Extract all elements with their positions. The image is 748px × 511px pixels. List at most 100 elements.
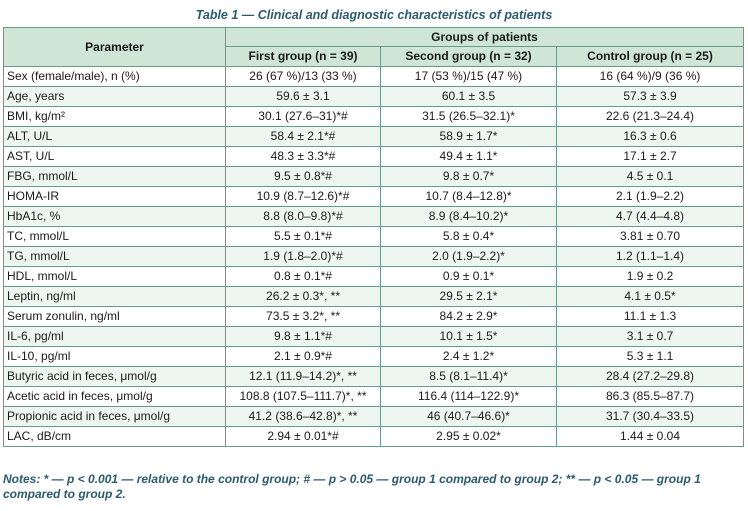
second-group-value: 49.4 ± 1.1* bbox=[380, 146, 557, 167]
table-row: Acetic acid in feces, μmol/g 108.8 (107.5… bbox=[3, 386, 745, 407]
second-group-value: 8.9 (8.4–10.2)* bbox=[380, 206, 557, 227]
first-group-value: 5.5 ± 0.1*# bbox=[225, 226, 381, 247]
header-first-group: First group (n = 39) bbox=[225, 46, 381, 67]
first-group-value: 9.8 ± 1.1*# bbox=[225, 326, 381, 347]
row-parameter: HDL, mmol/L bbox=[3, 266, 226, 287]
control-group-value: 5.3 ± 1.1 bbox=[555, 346, 745, 367]
first-group-value: 12.1 (11.9–14.2)*, ** bbox=[225, 366, 381, 387]
table-row: Leptin, ng/ml 26.2 ± 0.3*, ** 29.5 ± 2.1* 4… bbox=[3, 286, 745, 307]
control-group-value: 1.44 ± 0.04 bbox=[555, 426, 745, 447]
row-parameter: Leptin, ng/ml bbox=[3, 286, 226, 307]
second-group-value: 17 (53 %)/15 (47 %) bbox=[380, 66, 557, 87]
first-group-value: 26.2 ± 0.3*, ** bbox=[225, 286, 381, 307]
row-parameter: HbA1c, % bbox=[3, 206, 226, 227]
row-parameter: TG, mmol/L bbox=[3, 246, 226, 267]
control-group-value: 2.1 (1.9–2.2) bbox=[555, 186, 745, 207]
row-parameter: Serum zonulin, ng/ml bbox=[3, 306, 226, 327]
table-row: ALT, U/L 58.4 ± 2.1*# 58.9 ± 1.7* 16.3 ± 0.… bbox=[3, 126, 745, 147]
characteristics-table: Parameter Groups of patients First group… bbox=[3, 27, 745, 447]
table-row: LAC, dB/cm 2.94 ± 0.01*# 2.95 ± 0.02* 1.44 … bbox=[3, 426, 745, 447]
second-group-value: 60.1 ± 3.5 bbox=[380, 86, 557, 107]
second-group-value: 2.95 ± 0.02* bbox=[380, 426, 557, 447]
row-parameter: ALT, U/L bbox=[3, 126, 226, 147]
second-group-value: 10.1 ± 1.5* bbox=[380, 326, 557, 347]
first-group-value: 58.4 ± 2.1*# bbox=[225, 126, 381, 147]
table-row: Butyric acid in feces, μmol/g 12.1 (11.9–… bbox=[3, 366, 745, 387]
second-group-value: 46 (40.7–46.6)* bbox=[380, 406, 557, 427]
table-caption: Table 1 — Clinical and diagnostic charac… bbox=[195, 8, 553, 22]
second-group-value: 8.5 (8.1–11.4)* bbox=[380, 366, 557, 387]
second-group-value: 9.8 ± 0.7* bbox=[380, 166, 557, 187]
control-group-value: 31.7 (30.4–33.5) bbox=[555, 406, 745, 427]
table-row: Serum zonulin, ng/ml 73.5 ± 3.2*, ** 84.2 … bbox=[3, 306, 745, 327]
row-parameter: Age, years bbox=[3, 86, 226, 107]
control-group-value: 4.7 (4.4–4.8) bbox=[555, 206, 745, 227]
row-parameter: TC, mmol/L bbox=[3, 226, 226, 247]
first-group-value: 73.5 ± 3.2*, ** bbox=[225, 306, 381, 327]
table-row: TC, mmol/L 5.5 ± 0.1*# 5.8 ± 0.4* 3.81 ± 0.… bbox=[3, 226, 745, 247]
control-group-value: 86.3 (85.5–87.7) bbox=[555, 386, 745, 407]
control-group-value: 57.3 ± 3.9 bbox=[555, 86, 745, 107]
second-group-value: 84.2 ± 2.9* bbox=[380, 306, 557, 327]
second-group-value: 116.4 (114–122.9)* bbox=[380, 386, 557, 407]
first-group-value: 41.2 (38.6–42.8)*, ** bbox=[225, 406, 381, 427]
second-group-value: 10.7 (8.4–12.8)* bbox=[380, 186, 557, 207]
table-row: Propionic acid in feces, μmol/g 41.2 (38.… bbox=[3, 406, 745, 427]
row-parameter: Butyric acid in feces, μmol/g bbox=[3, 366, 226, 387]
control-group-value: 11.1 ± 1.3 bbox=[555, 306, 745, 327]
row-parameter: Sex (female/male), n (%) bbox=[3, 66, 226, 87]
row-parameter: AST, U/L bbox=[3, 146, 226, 167]
table-row: HbA1c, % 8.8 (8.0–9.8)*# 8.9 (8.4–10.2)* 4.… bbox=[3, 206, 745, 227]
control-group-value: 4.1 ± 0.5* bbox=[555, 286, 745, 307]
control-group-value: 1.9 ± 0.2 bbox=[555, 266, 745, 287]
row-parameter: HOMA-IR bbox=[3, 186, 226, 207]
row-parameter: BMI, kg/m² bbox=[3, 106, 226, 127]
header-groups: Groups of patients bbox=[224, 27, 745, 47]
header-second-group: Second group (n = 32) bbox=[380, 46, 557, 67]
control-group-value: 16.3 ± 0.6 bbox=[555, 126, 745, 147]
control-group-value: 3.1 ± 0.7 bbox=[555, 326, 745, 347]
control-group-value: 1.2 (1.1–1.4) bbox=[555, 246, 745, 267]
row-parameter: IL-6, pg/ml bbox=[3, 326, 226, 347]
row-parameter: LAC, dB/cm bbox=[3, 426, 226, 447]
control-group-value: 28.4 (27.2–29.8) bbox=[555, 366, 745, 387]
first-group-value: 8.8 (8.0–9.8)*# bbox=[225, 206, 381, 227]
second-group-value: 5.8 ± 0.4* bbox=[380, 226, 557, 247]
table-row: IL-6, pg/ml 9.8 ± 1.1*# 10.1 ± 1.5* 3.1 ± 0… bbox=[3, 326, 745, 347]
second-group-value: 2.4 ± 1.2* bbox=[380, 346, 557, 367]
header-parameter: Parameter bbox=[3, 27, 226, 67]
first-group-value: 30.1 (27.6–31)*# bbox=[225, 106, 381, 127]
second-group-value: 0.9 ± 0.1* bbox=[380, 266, 557, 287]
table-row: HDL, mmol/L 0.8 ± 0.1*# 0.9 ± 0.1* 1.9 ± 0.… bbox=[3, 266, 745, 287]
table-notes: Notes: * — p < 0.001 — relative to the c… bbox=[3, 472, 701, 501]
table-row: Sex (female/male), n (%) 26 (67 %)/13 (33… bbox=[3, 66, 745, 87]
first-group-value: 26 (67 %)/13 (33 %) bbox=[225, 66, 381, 87]
first-group-value: 59.6 ± 3.1 bbox=[225, 86, 381, 107]
row-parameter: Acetic acid in feces, μmol/g bbox=[3, 386, 226, 407]
first-group-value: 0.8 ± 0.1*# bbox=[225, 266, 381, 287]
table-row: FBG, mmol/L 9.5 ± 0.8*# 9.8 ± 0.7* 4.5 ± 0.… bbox=[3, 166, 745, 187]
first-group-value: 2.94 ± 0.01*# bbox=[225, 426, 381, 447]
second-group-value: 2.0 (1.9–2.2)* bbox=[380, 246, 557, 267]
control-group-value: 16 (64 %)/9 (36 %) bbox=[555, 66, 745, 87]
table-row: Age, years 59.6 ± 3.1 60.1 ± 3.5 57.3 ± 3.9 bbox=[3, 86, 745, 107]
second-group-value: 29.5 ± 2.1* bbox=[380, 286, 557, 307]
first-group-value: 1.9 (1.8–2.0)*# bbox=[225, 246, 381, 267]
control-group-value: 4.5 ± 0.1 bbox=[555, 166, 745, 187]
first-group-value: 2.1 ± 0.9*# bbox=[225, 346, 381, 367]
table-row: TG, mmol/L 1.9 (1.8–2.0)*# 2.0 (1.9–2.2)* 1… bbox=[3, 246, 745, 267]
row-parameter: Propionic acid in feces, μmol/g bbox=[3, 406, 226, 427]
control-group-value: 17.1 ± 2.7 bbox=[555, 146, 745, 167]
table-row: HOMA-IR 10.9 (8.7–12.6)*# 10.7 (8.4–12.8)*… bbox=[3, 186, 745, 207]
table-row: IL-10, pg/ml 2.1 ± 0.9*# 2.4 ± 1.2* 5.3 ± 1… bbox=[3, 346, 745, 367]
first-group-value: 48.3 ± 3.3*# bbox=[225, 146, 381, 167]
second-group-value: 58.9 ± 1.7* bbox=[380, 126, 557, 147]
control-group-value: 3.81 ± 0.70 bbox=[555, 226, 745, 247]
first-group-value: 108.8 (107.5–111.7)*, ** bbox=[225, 386, 381, 407]
row-parameter: IL-10, pg/ml bbox=[3, 346, 226, 367]
table-body: Sex (female/male), n (%) 26 (67 %)/13 (33… bbox=[3, 66, 745, 447]
header-control-group: Control group (n = 25) bbox=[555, 46, 745, 67]
control-group-value: 22.6 (21.3–24.4) bbox=[555, 106, 745, 127]
first-group-value: 9.5 ± 0.8*# bbox=[225, 166, 381, 187]
